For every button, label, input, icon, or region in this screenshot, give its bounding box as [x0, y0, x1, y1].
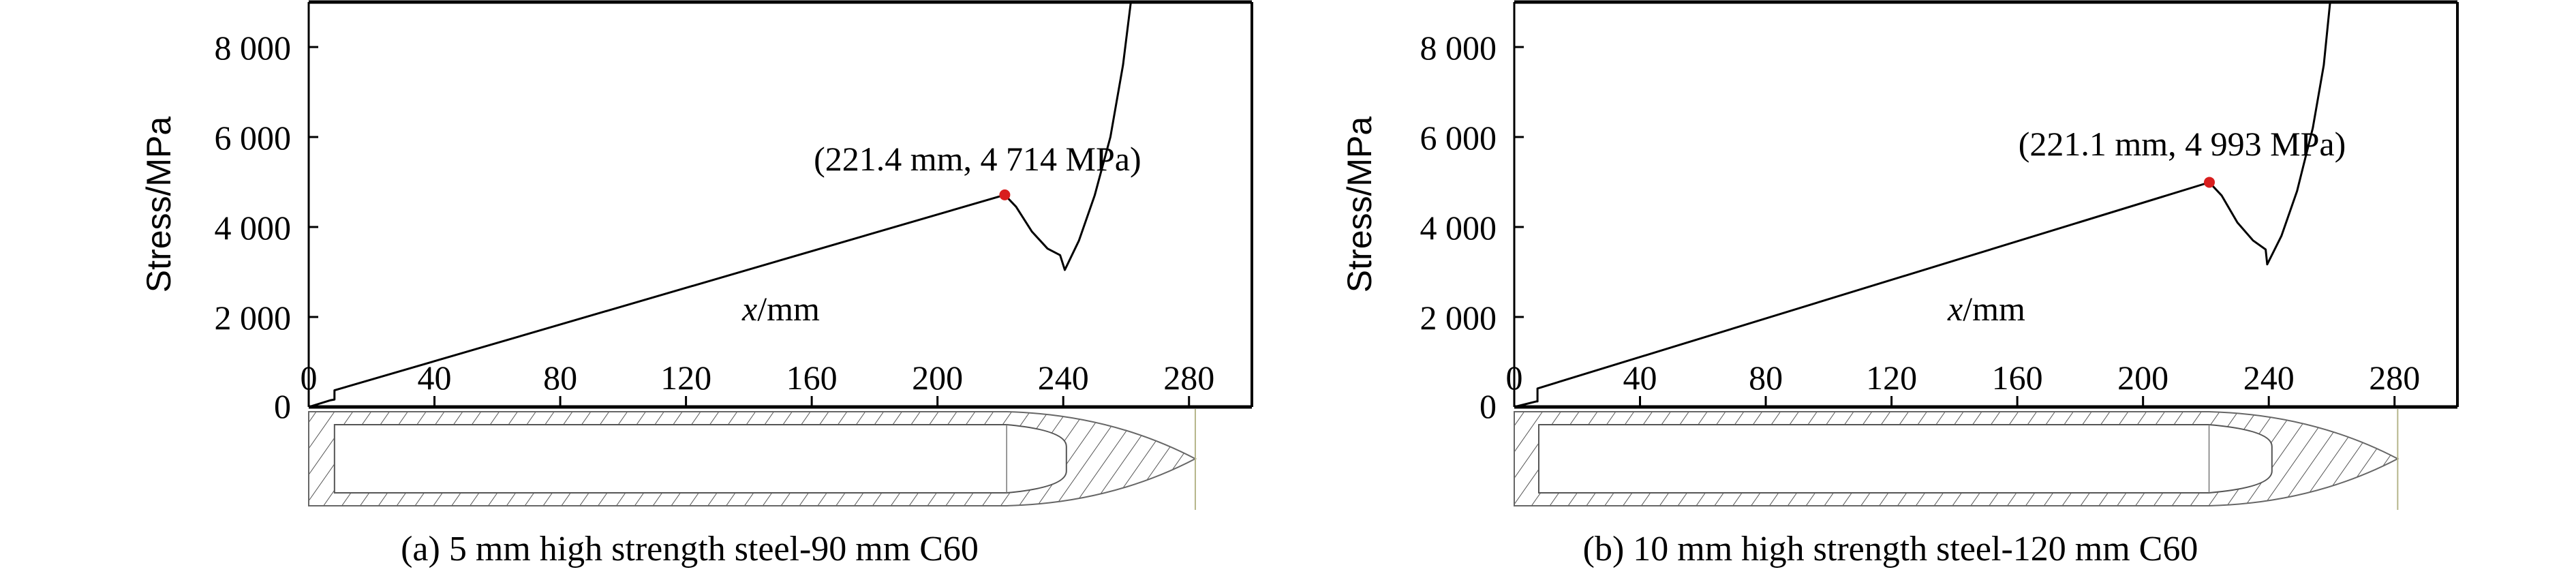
y-tick-label: 8 000 [215, 29, 292, 67]
peak-annotation: (221.4 mm, 4 714 MPa) [814, 140, 1141, 178]
x-tick-label: 200 [2117, 359, 2168, 397]
x-tick-label: 80 [1749, 359, 1783, 397]
peak-point-marker [999, 189, 1011, 200]
x-axis-label: x/mm [1947, 290, 2025, 328]
y-axis-label: Stress/MPa [1340, 117, 1379, 293]
y-tick-label: 6 000 [215, 119, 292, 157]
x-tick-label: 240 [2243, 359, 2295, 397]
x-axis-label: x/mm [741, 290, 820, 328]
projectile-core [333, 424, 1067, 494]
panel-caption: (b) 10 mm high strength steel-120 mm C60 [1583, 530, 2198, 569]
y-tick-label: 4 000 [215, 209, 292, 247]
stress-curve [308, 1, 1132, 408]
x-tick-label: 160 [786, 359, 838, 397]
x-axis-label-var: x [1947, 290, 1963, 328]
projectile-core [1537, 424, 2273, 494]
x-axis-label-unit: /mm [1963, 290, 2025, 328]
x-tick-label: 280 [2369, 359, 2420, 397]
x-tick-label: 200 [912, 359, 963, 397]
x-tick-label: 280 [1163, 359, 1214, 397]
x-tick-label: 160 [1992, 359, 2043, 397]
peak-point-marker [2204, 177, 2215, 188]
y-tick-label: 4 000 [1420, 209, 1497, 247]
y-tick-label: 6 000 [1420, 119, 1497, 157]
y-axis-label: Stress/MPa [140, 117, 178, 293]
x-tick-label: 120 [1866, 359, 1917, 397]
stress-curve [1514, 1, 2331, 408]
x-tick-label: 120 [660, 359, 711, 397]
y-tick-label: 2 000 [215, 299, 292, 337]
panel-caption: (a) 5 mm high strength steel-90 mm C60 [401, 530, 979, 569]
y-tick-label: 2 000 [1420, 299, 1497, 337]
x-tick-label: 0 [301, 359, 318, 397]
x-tick-label: 40 [1623, 359, 1657, 397]
x-tick-label: 0 [1506, 359, 1523, 397]
x-axis-label-unit: /mm [757, 290, 820, 328]
y-tick-label: 0 [274, 387, 291, 425]
y-tick-label: 8 000 [1420, 29, 1497, 67]
x-axis-label-var: x [741, 290, 757, 328]
x-tick-label: 80 [543, 359, 577, 397]
x-tick-label: 240 [1038, 359, 1089, 397]
peak-annotation: (221.1 mm, 4 993 MPa) [2019, 125, 2346, 163]
y-tick-label: 0 [1479, 387, 1497, 425]
